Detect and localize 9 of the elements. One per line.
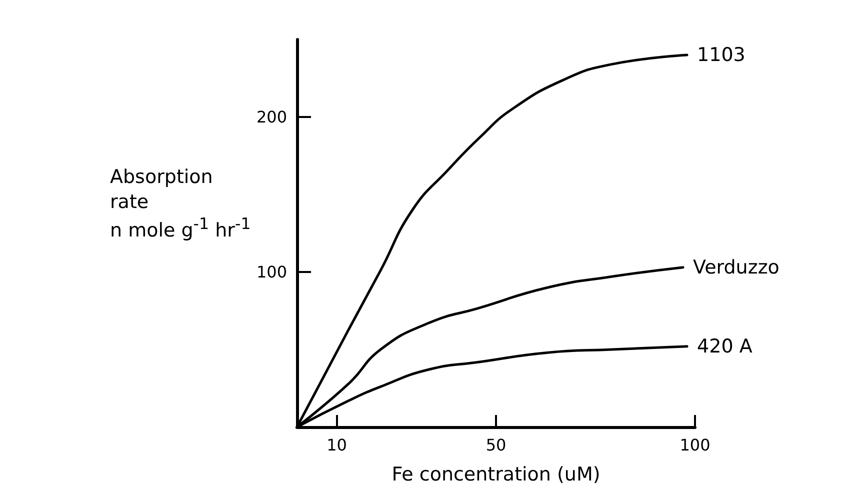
y-tick-label: 200 <box>256 108 287 126</box>
series-label: 420 A <box>697 335 752 358</box>
series-label: Verduzzo <box>693 256 780 278</box>
x-tick-label: 50 <box>486 436 506 454</box>
x-tick-label: 100 <box>680 436 710 454</box>
x-tick-label: 10 <box>326 436 347 454</box>
x-axis-title: Fe concentration (uM) <box>392 464 600 486</box>
y-axis-title: Absorption rate n mole g$^{-1}$ hr$^{-1}$ <box>110 165 251 244</box>
series-label: 1103 <box>697 44 746 66</box>
